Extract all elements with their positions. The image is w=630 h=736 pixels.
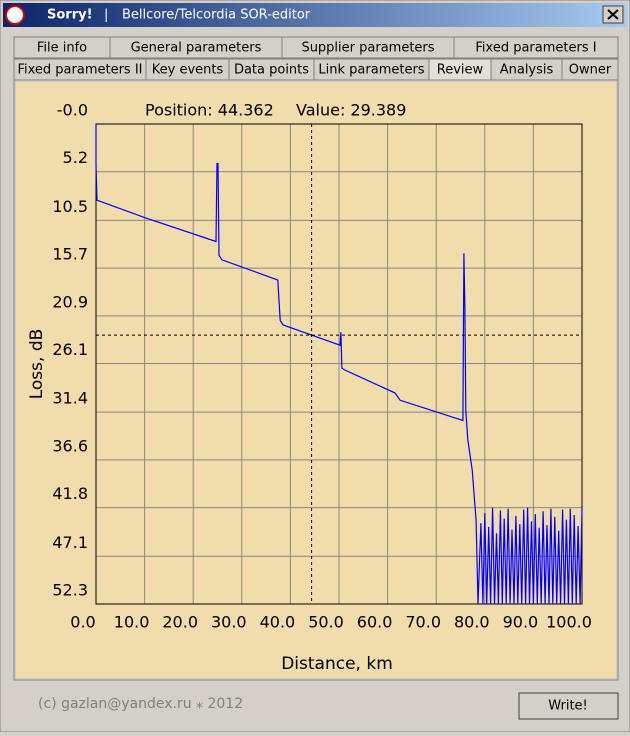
x-tick-label: 20.0 xyxy=(162,613,198,632)
tab-label: Fixed parameters I xyxy=(475,41,596,56)
tab-label: Supplier parameters xyxy=(301,41,434,56)
y-tick-label: 41.8 xyxy=(52,484,88,503)
chart-background xyxy=(16,82,616,678)
tab-label: Owner xyxy=(569,63,612,78)
write-button-label: Write! xyxy=(548,699,588,714)
tab-label: Analysis xyxy=(500,63,554,78)
tab-label: Link parameters xyxy=(318,63,424,78)
x-tick-label: 80.0 xyxy=(454,613,490,632)
cursor-value: Value: 29.389 xyxy=(296,101,406,120)
plot-frame xyxy=(95,123,583,605)
x-tick-label: 0.0 xyxy=(70,613,95,632)
x-tick-label: 50.0 xyxy=(308,613,344,632)
x-axis-label: Distance, km xyxy=(281,654,393,674)
tab[interactable] xyxy=(561,58,619,81)
title: Sorry! xyxy=(47,8,93,23)
tab-label: Key events xyxy=(152,63,224,78)
tab-label: Data points xyxy=(234,63,309,78)
x-tick-label: 100.0 xyxy=(546,613,592,632)
y-tick-label: 26.1 xyxy=(52,340,88,359)
cursor-position: Position: 44.362 xyxy=(145,101,274,120)
y-tick-label: 36.6 xyxy=(52,436,88,455)
close-icon xyxy=(607,9,619,20)
x-tick-label: 40.0 xyxy=(260,613,296,632)
x-tick-label: 10.0 xyxy=(114,613,150,632)
title-separator: | xyxy=(104,8,108,23)
tab-label: Review xyxy=(437,63,484,78)
trace-line xyxy=(95,124,583,605)
tab-label: General parameters xyxy=(131,41,262,56)
app-icon xyxy=(5,5,25,25)
x-tick-label: 30.0 xyxy=(211,613,247,632)
y-tick-label: 10.5 xyxy=(52,197,88,216)
tab[interactable] xyxy=(453,36,619,59)
y-tick-label: 15.7 xyxy=(52,245,88,264)
copyright: (c) gazlan@yandex.ru ⁎ 2012 xyxy=(38,696,243,712)
y-tick-label: 5.2 xyxy=(63,148,88,167)
y-tick-label: 31.4 xyxy=(52,389,88,408)
y-tick-label: 20.9 xyxy=(52,292,88,311)
tab-label: File info xyxy=(37,41,87,56)
write-button[interactable] xyxy=(518,692,619,720)
y-axis-label: Loss, dB xyxy=(27,329,47,400)
x-tick-label: 60.0 xyxy=(357,613,393,632)
tab-label: Fixed parameters II xyxy=(17,63,142,78)
x-tick-label: 70.0 xyxy=(405,613,441,632)
x-tick-label: 90.0 xyxy=(503,613,539,632)
y-tick-label: -0.0 xyxy=(57,101,88,120)
y-tick-label: 52.3 xyxy=(52,581,88,600)
title-app: Bellcore/Telcordia SOR-editor xyxy=(122,8,311,23)
title-bar xyxy=(3,3,627,27)
y-tick-label: 47.1 xyxy=(52,533,88,552)
